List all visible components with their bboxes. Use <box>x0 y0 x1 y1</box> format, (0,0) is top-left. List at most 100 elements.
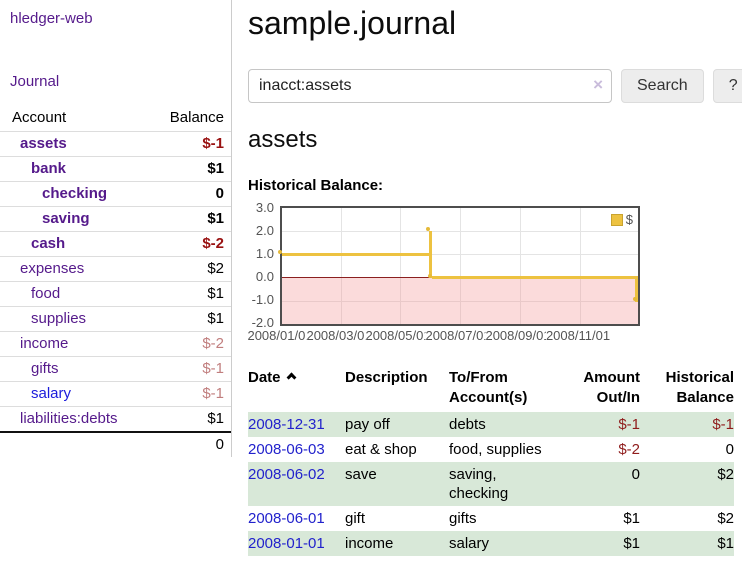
account-column-header: Account <box>12 109 67 126</box>
y-tick-label: 2.0 <box>255 223 274 239</box>
page: hledger-web Journal Account Balance asse… <box>0 0 742 557</box>
clear-search-icon[interactable]: × <box>593 75 603 95</box>
header-balance: Historical Balance <box>665 369 734 407</box>
gridline <box>580 208 581 325</box>
sidebar-account-saving[interactable]: saving <box>42 210 90 227</box>
account-balance: 0 <box>215 185 224 202</box>
account-row: gifts $-1 <box>0 356 231 381</box>
sidebar-account-bank[interactable]: bank <box>31 160 67 177</box>
transaction-amount: $-2 <box>618 441 640 459</box>
account-balance: $1 <box>207 285 224 302</box>
sidebar-account-income[interactable]: income <box>20 335 69 352</box>
account-balance: $1 <box>207 410 224 427</box>
header-date[interactable]: Date <box>248 366 345 412</box>
data-point-marker <box>428 274 432 279</box>
chart-x-axis-labels: 2008/01/01 2008/03/01 2008/05/01 2008/07… <box>247 328 638 345</box>
chart-heading: Historical Balance: <box>248 177 384 195</box>
gridline <box>341 208 342 325</box>
sidebar-account-food[interactable]: food <box>31 285 61 302</box>
gridline <box>460 208 461 325</box>
accounts-total-value: 0 <box>215 436 224 453</box>
transaction-date-link[interactable]: 2008-06-01 <box>248 510 325 528</box>
data-point-marker <box>633 297 637 302</box>
register-row: 2008-01-01 income salary $1 $1 <box>248 531 734 557</box>
account-balance: $-2 <box>202 235 224 252</box>
transaction-date-link[interactable]: 2008-12-31 <box>248 416 325 434</box>
register-table: Date Description To/From Account(s) Amou… <box>248 366 734 557</box>
negative-region-fill <box>282 278 638 325</box>
transaction-date-link[interactable]: 2008-06-02 <box>248 466 325 484</box>
transaction-accounts: salary <box>449 535 490 553</box>
sidebar-account-salary[interactable]: salary <box>31 385 72 402</box>
sidebar: hledger-web Journal Account Balance asse… <box>0 0 232 457</box>
gridline <box>400 208 401 325</box>
sidebar-account-assets[interactable]: assets <box>20 135 67 152</box>
account-row: assets $-1 <box>0 131 231 156</box>
transaction-amount: 0 <box>631 466 640 484</box>
x-tick-label: 2008/03/01 <box>306 328 372 345</box>
data-point-marker <box>278 250 282 255</box>
chart-plot-area: $ <box>278 206 640 327</box>
brand-link[interactable]: hledger-web <box>10 10 93 27</box>
data-point-marker <box>426 227 430 232</box>
transaction-description: income <box>345 535 394 553</box>
account-balance: $-1 <box>202 135 224 152</box>
account-row: cash $-2 <box>0 231 231 256</box>
gridline <box>282 231 638 233</box>
header-description: Description <box>345 369 428 387</box>
transaction-balance: $2 <box>717 466 734 484</box>
gridline <box>282 254 638 256</box>
register-row: 2008-12-31 pay off debts $-1 $-1 <box>248 412 734 438</box>
account-row: food $1 <box>0 281 231 306</box>
transaction-date-link[interactable]: 2008-01-01 <box>248 535 325 553</box>
gridline <box>520 208 521 325</box>
transaction-description: eat & shop <box>345 441 417 459</box>
transaction-amount: $1 <box>623 535 640 553</box>
nav-journal-link[interactable]: Journal <box>10 73 60 90</box>
account-balance: $1 <box>207 310 224 327</box>
search-help-button[interactable]: ? <box>712 69 742 104</box>
gridline <box>282 301 638 303</box>
transaction-balance: $-1 <box>712 416 734 434</box>
search-input-wrap: × <box>248 69 612 104</box>
transaction-balance: $2 <box>717 510 734 528</box>
transaction-date-link[interactable]: 2008-06-03 <box>248 441 325 459</box>
search-input[interactable] <box>248 69 612 104</box>
sort-ascending-icon <box>286 372 296 383</box>
main-content: sample.journal × Search ? assets Histori… <box>232 0 742 557</box>
page-title: sample.journal <box>248 5 457 41</box>
search-bar: × Search ? <box>248 69 742 104</box>
transaction-description: save <box>345 466 377 484</box>
y-tick-label: 0.0 <box>255 269 274 285</box>
series-line <box>282 253 431 257</box>
sidebar-account-expenses[interactable]: expenses <box>20 260 85 277</box>
transaction-description: gift <box>345 510 366 528</box>
transaction-balance: $1 <box>717 535 734 553</box>
sidebar-account-checking[interactable]: checking <box>42 185 108 202</box>
header-date-label: Date <box>248 369 281 387</box>
sidebar-account-supplies[interactable]: supplies <box>31 310 87 327</box>
transaction-balance: 0 <box>725 441 734 459</box>
account-balance: $1 <box>207 160 224 177</box>
transaction-accounts: debts <box>449 416 486 434</box>
historical-balance-chart: 3.0 2.0 1.0 0.0 -1.0 -2.0 <box>247 200 640 345</box>
header-amount: Amount Out/In <box>583 369 640 407</box>
account-heading: assets <box>248 126 318 154</box>
legend-swatch <box>610 213 623 226</box>
transaction-description: pay off <box>345 416 390 434</box>
sidebar-account-liabilities-debts[interactable]: liabilities:debts <box>20 410 118 427</box>
account-row: salary $-1 <box>0 381 231 406</box>
transaction-accounts: gifts <box>449 510 477 528</box>
sidebar-account-gifts[interactable]: gifts <box>31 360 59 377</box>
search-button[interactable]: Search <box>621 69 704 104</box>
account-balance: $1 <box>207 210 224 227</box>
header-accounts: To/From Account(s) <box>449 369 528 407</box>
register-row: 2008-06-01 gift gifts $1 $2 <box>248 506 734 531</box>
transaction-accounts: food, supplies <box>449 441 542 459</box>
account-row: liabilities:debts $1 <box>0 406 231 431</box>
y-tick-label: -1.0 <box>251 292 274 308</box>
sidebar-account-cash[interactable]: cash <box>31 235 66 252</box>
x-tick-label: 2008/07/01 <box>425 328 491 345</box>
account-row: income $-2 <box>0 331 231 356</box>
account-balance: $-1 <box>202 360 224 377</box>
